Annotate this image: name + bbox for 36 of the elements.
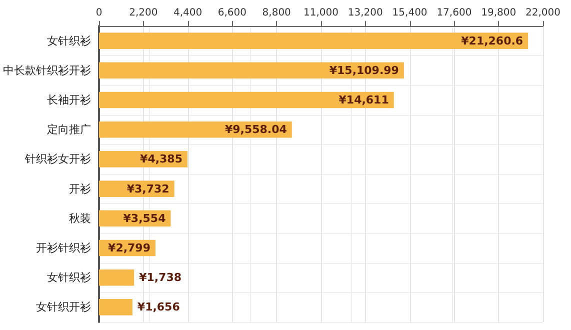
y-tick-label: 秋装 (69, 212, 91, 225)
data-label: ¥9,558.04 (224, 123, 288, 136)
y-tick-label: 女针织衫 (47, 34, 91, 48)
data-label: ¥15,109.99 (329, 64, 399, 77)
x-tick-label: 6,600 (218, 8, 247, 18)
y-tick-label: 长袖开衫 (47, 94, 91, 106)
x-tick-label: 19,800 (481, 8, 516, 18)
data-label: ¥4,385 (140, 152, 182, 166)
bar (99, 269, 134, 286)
x-tick-label: 13,200 (348, 8, 383, 18)
x-tick-label: 11,000 (304, 8, 338, 18)
x-tick-label: 2,200 (129, 8, 158, 18)
x-tick-label: 4,400 (173, 8, 202, 18)
data-label: ¥3,554 (123, 212, 166, 225)
bar (99, 62, 404, 79)
bar (99, 92, 394, 108)
x-tick-label: 15,400 (392, 8, 428, 18)
x-tick-label: 0 (96, 8, 102, 18)
data-label: ¥1,656 (137, 300, 180, 314)
y-tick-label: 女针织衫 (47, 271, 91, 284)
y-tick-label: 定向推广 (47, 123, 91, 136)
bar (99, 299, 132, 316)
y-tick-label: 针织衫女开衫 (24, 152, 91, 166)
x-tick-label: 22,000 (526, 8, 560, 18)
x-tick-label: 17,600 (436, 8, 472, 18)
data-label: ¥14,611 (338, 94, 389, 106)
y-tick-label: 女针织开衫 (36, 300, 91, 314)
data-label: ¥21,260.6 (461, 34, 524, 48)
y-tick-label: 中长款针织衫开衫 (3, 64, 91, 77)
bar (99, 32, 528, 49)
data-label: ¥3,732 (126, 182, 170, 196)
y-tick-label: 开衫针织衫 (36, 242, 91, 254)
data-label: ¥2,799 (108, 242, 150, 254)
y-tick-label: 开衫 (69, 182, 91, 196)
data-label: ¥1,738 (139, 271, 182, 284)
x-tick-label: 8,800 (262, 8, 291, 18)
